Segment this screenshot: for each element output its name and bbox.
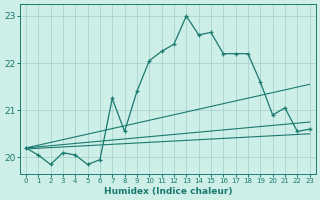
X-axis label: Humidex (Indice chaleur): Humidex (Indice chaleur) [104, 187, 232, 196]
